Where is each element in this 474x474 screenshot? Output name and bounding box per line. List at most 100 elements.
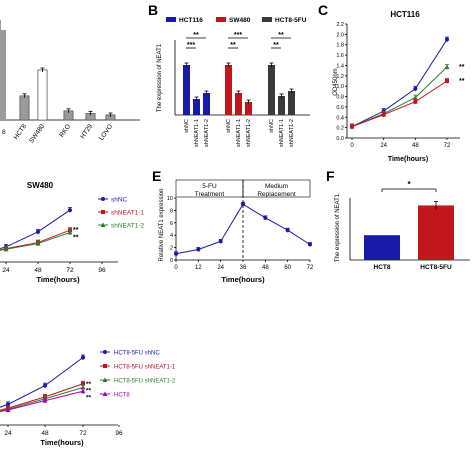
- b-significance: ***: [234, 32, 242, 39]
- d-legend-marker: [101, 197, 105, 201]
- d-legend-marker: [101, 210, 105, 214]
- e-point: [218, 239, 223, 244]
- e-x-tick-label: 36: [240, 265, 247, 271]
- e-region-box: [242, 179, 311, 198]
- d-point: [67, 229, 73, 235]
- c-point: [445, 79, 449, 83]
- e-point: [241, 202, 245, 207]
- e-region-sublabel: Replacement: [257, 191, 295, 198]
- g-annotation: **: [86, 394, 92, 401]
- a-bar-partial: [0, 30, 6, 120]
- f-bar: [418, 205, 454, 260]
- b-bar: [288, 91, 295, 115]
- g-series-line: [0, 390, 84, 413]
- c-point: [445, 37, 449, 42]
- g-legend-marker: [102, 391, 108, 396]
- g-series-line: [0, 387, 84, 412]
- panel-letter-f: F: [326, 168, 335, 184]
- c-point: [412, 94, 418, 100]
- b-bar: [245, 102, 252, 115]
- c-point: [381, 112, 386, 117]
- c-y-tick-label: 1.8: [336, 43, 344, 49]
- e-y-tick-label: 4: [170, 233, 173, 239]
- d-point: [3, 246, 9, 252]
- c-x-axis-label: Time(hours): [388, 156, 428, 163]
- a-bar-fill: [19, 95, 30, 121]
- a-x-tick-label: LOVO: [98, 123, 114, 142]
- b-bar: [193, 99, 200, 115]
- c-point: [413, 86, 418, 91]
- g-x-tick-label: 24: [4, 430, 12, 437]
- e-region-label: Medium: [265, 183, 288, 190]
- a-tick-label-partial: 8: [2, 129, 6, 136]
- b-x-tick-label: shNC: [269, 119, 275, 133]
- g-series-line: [0, 357, 84, 408]
- b-legend-label: SW480: [229, 17, 251, 24]
- g-point: [80, 388, 86, 394]
- c-y-tick-label: 0.8: [336, 95, 344, 101]
- c-x-tick-label: 24: [380, 143, 387, 149]
- e-x-axis-label: Time(hours): [221, 275, 265, 284]
- c-y-tick-label: 1.4: [336, 63, 344, 69]
- g-point: [81, 381, 85, 386]
- c-x-tick-label: 48: [412, 143, 419, 149]
- d-legend-label: shNEAT1-1: [111, 210, 144, 217]
- g-x-tick-label: 48: [41, 430, 49, 437]
- c-series-line: [351, 66, 448, 128]
- b-bar: [225, 65, 232, 115]
- g-point: [81, 355, 85, 360]
- a-x-tick-label: SW480: [28, 123, 46, 145]
- a-bar-fill: [37, 69, 48, 121]
- g-point: [42, 398, 48, 403]
- c-y-tick-label: 0.6: [336, 105, 344, 111]
- g-series-line: [0, 383, 84, 411]
- g-x-axis-label: Time(hours): [40, 438, 84, 447]
- d-series-line: [0, 229, 71, 251]
- e-x-tick-label: 12: [195, 265, 202, 271]
- d-legend-label: shNC: [111, 197, 128, 204]
- c-x-tick-label: 72: [444, 143, 451, 149]
- b-x-tick-label: shNC: [226, 119, 232, 133]
- c-y-tick-label: 0.0: [336, 136, 344, 142]
- c-point: [413, 99, 418, 104]
- d-x-tick-label: 24: [2, 267, 10, 274]
- b-legend-label: HCT116: [179, 17, 203, 24]
- panel-letter-c: C: [318, 2, 329, 18]
- e-region-label: 5-FU: [202, 183, 217, 190]
- e-y-tick-label: 10: [167, 196, 173, 202]
- g-legend-label: HCT8-5FU shNC: [114, 351, 160, 357]
- f-significance: *: [407, 180, 411, 189]
- b-x-tick-label: shNC: [184, 119, 190, 133]
- d-title: SW480: [27, 181, 54, 190]
- c-x-tick-label: 0: [350, 143, 354, 149]
- a-x-tick-label: RKO: [58, 123, 72, 139]
- panel-letter-b: B: [148, 2, 159, 18]
- c-y-tick-label: 1.6: [336, 53, 344, 59]
- e-x-tick-label: 24: [217, 265, 224, 271]
- b-x-tick-label: shNEAT1-2: [246, 119, 252, 147]
- e-point: [174, 251, 178, 256]
- b-significance: **: [193, 32, 199, 39]
- b-legend-swatch: [166, 17, 176, 22]
- b-legend-swatch: [262, 17, 272, 22]
- e-point: [308, 242, 312, 247]
- c-y-tick-label: 2.0: [336, 32, 344, 38]
- c-y-axis-label: OD450nm: [333, 68, 339, 95]
- g-legend-marker: [103, 364, 107, 368]
- e-y-tick-label: 2: [170, 246, 173, 252]
- d-legend-label: shNEAT1-2: [111, 223, 144, 230]
- c-series-line: [351, 80, 448, 128]
- e-point: [285, 228, 290, 233]
- g-point: [43, 383, 47, 388]
- b-significance: ***: [187, 42, 195, 49]
- d-x-tick-label: 48: [34, 267, 42, 274]
- g-annotation: **: [86, 388, 92, 395]
- b-legend-swatch: [216, 17, 226, 22]
- e-y-tick-label: 8: [170, 208, 173, 214]
- d-annotation: **: [73, 227, 79, 234]
- b-x-tick-label: shNEAT1-1: [279, 119, 285, 147]
- d-point: [35, 240, 41, 246]
- g-point: [5, 407, 11, 412]
- b-bar: [268, 65, 275, 115]
